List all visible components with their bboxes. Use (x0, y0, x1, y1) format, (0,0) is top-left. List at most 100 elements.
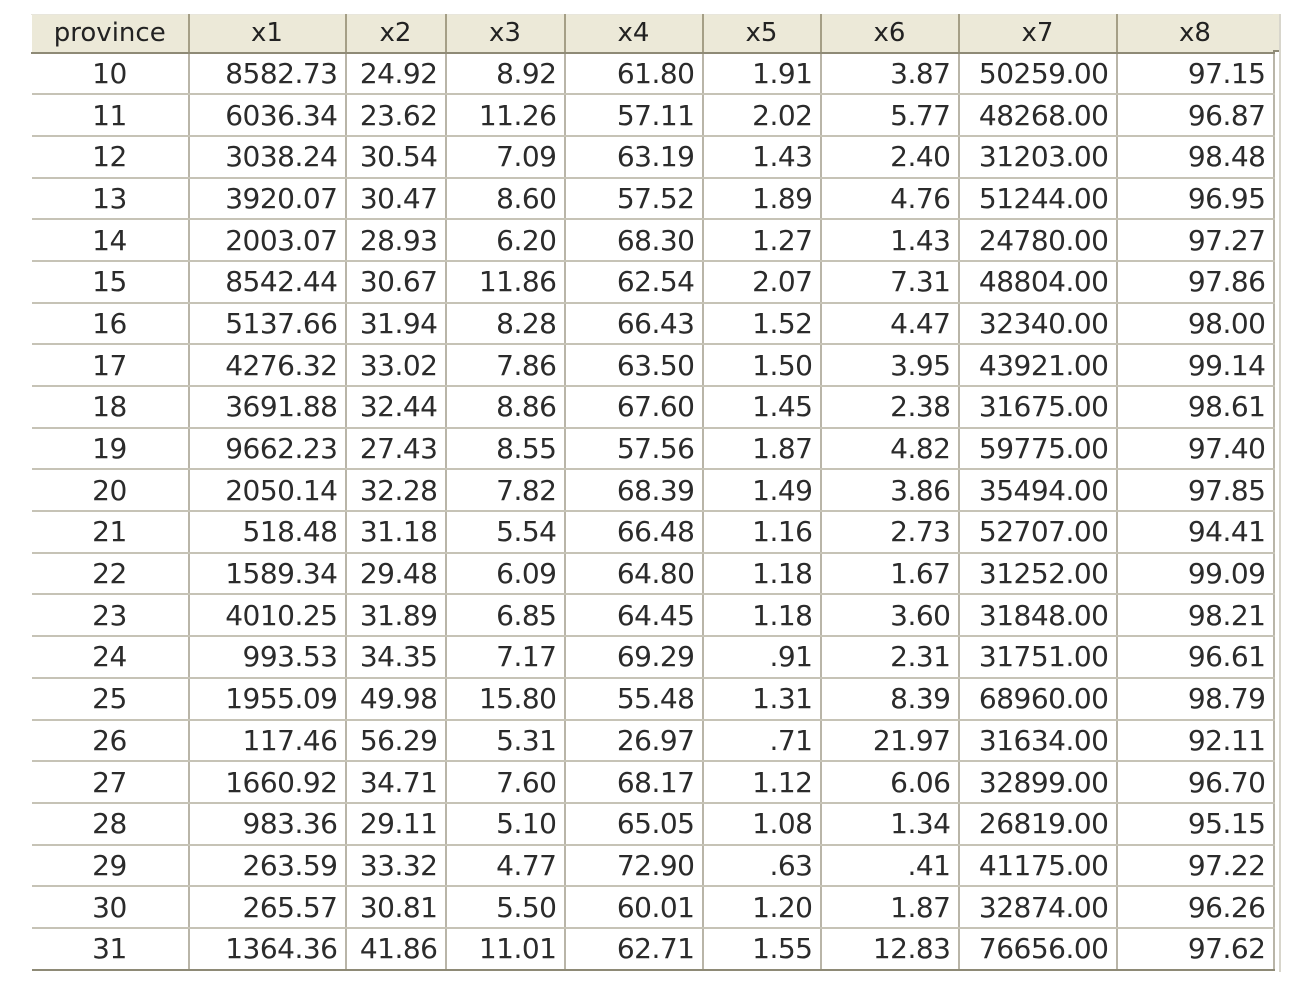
cell-x6[interactable]: 1.87 (820, 886, 960, 929)
cell-x3[interactable]: 11.26 (445, 94, 566, 137)
column-header-x7[interactable]: x7 (958, 14, 1118, 54)
cell-x2[interactable]: 27.43 (345, 427, 447, 471)
cell-x4[interactable]: 72.90 (564, 844, 704, 888)
cell-x5[interactable]: 1.12 (702, 761, 822, 804)
cell-x3[interactable]: 8.55 (445, 427, 566, 471)
cell-x4[interactable]: 57.56 (564, 427, 704, 471)
cell-x2[interactable]: 33.32 (345, 844, 447, 888)
cell-x7[interactable]: 24780.00 (958, 219, 1118, 262)
cell-province[interactable]: 17 (31, 344, 190, 387)
cell-x7[interactable]: 31634.00 (958, 719, 1118, 763)
cell-x3[interactable]: 8.28 (445, 302, 566, 346)
cell-x4[interactable]: 63.50 (564, 344, 704, 387)
column-header-x3[interactable]: x3 (445, 14, 566, 54)
cell-x7[interactable]: 32340.00 (958, 302, 1118, 346)
cell-province[interactable]: 10 (31, 52, 190, 96)
cell-x7[interactable]: 35494.00 (958, 469, 1118, 513)
cell-province[interactable]: 21 (31, 511, 190, 554)
cell-x5[interactable]: .91 (702, 636, 822, 679)
cell-x3[interactable]: 7.82 (445, 469, 566, 513)
cell-x8[interactable]: 95.15 (1116, 802, 1275, 846)
cell-x1[interactable]: 2003.07 (188, 219, 347, 262)
cell-x5[interactable]: 1.20 (702, 886, 822, 929)
cell-province[interactable]: 11 (31, 94, 190, 137)
cell-x2[interactable]: 23.62 (345, 94, 447, 137)
cell-x7[interactable]: 52707.00 (958, 511, 1118, 554)
cell-x4[interactable]: 67.60 (564, 386, 704, 429)
cell-x5[interactable]: 2.07 (702, 260, 822, 304)
cell-x2[interactable]: 28.93 (345, 219, 447, 262)
column-header-x1[interactable]: x1 (188, 14, 347, 54)
cell-x4[interactable]: 65.05 (564, 802, 704, 846)
cell-x6[interactable]: 4.47 (820, 302, 960, 346)
cell-province[interactable]: 29 (31, 844, 190, 888)
cell-x5[interactable]: 1.45 (702, 386, 822, 429)
cell-x4[interactable]: 68.39 (564, 469, 704, 513)
cell-x7[interactable]: 43921.00 (958, 344, 1118, 387)
cell-x8[interactable]: 96.26 (1116, 886, 1275, 929)
cell-x1[interactable]: 117.46 (188, 719, 347, 763)
cell-x1[interactable]: 1955.09 (188, 677, 347, 721)
cell-x1[interactable]: 265.57 (188, 886, 347, 929)
cell-x5[interactable]: 1.55 (702, 927, 822, 971)
column-header-province[interactable]: province (31, 14, 190, 54)
cell-x5[interactable]: 1.08 (702, 802, 822, 846)
cell-province[interactable]: 30 (31, 886, 190, 929)
cell-province[interactable]: 27 (31, 761, 190, 804)
cell-x5[interactable]: 1.16 (702, 511, 822, 554)
cell-province[interactable]: 20 (31, 469, 190, 513)
cell-x2[interactable]: 31.18 (345, 511, 447, 554)
cell-x8[interactable]: 97.86 (1116, 260, 1275, 304)
cell-x5[interactable]: 1.52 (702, 302, 822, 346)
cell-x4[interactable]: 60.01 (564, 886, 704, 929)
cell-x7[interactable]: 32874.00 (958, 886, 1118, 929)
cell-x3[interactable]: 7.09 (445, 135, 566, 179)
cell-x8[interactable]: 96.95 (1116, 177, 1275, 221)
cell-x3[interactable]: 6.09 (445, 552, 566, 596)
cell-x2[interactable]: 33.02 (345, 344, 447, 387)
cell-x6[interactable]: 21.97 (820, 719, 960, 763)
cell-x8[interactable]: 97.27 (1116, 219, 1275, 262)
cell-x7[interactable]: 31203.00 (958, 135, 1118, 179)
cell-x3[interactable]: 15.80 (445, 677, 566, 721)
cell-x2[interactable]: 34.71 (345, 761, 447, 804)
cell-province[interactable]: 16 (31, 302, 190, 346)
cell-x5[interactable]: 1.91 (702, 52, 822, 96)
cell-x5[interactable]: 1.18 (702, 552, 822, 596)
cell-x6[interactable]: 1.67 (820, 552, 960, 596)
cell-province[interactable]: 23 (31, 594, 190, 638)
cell-x8[interactable]: 94.41 (1116, 511, 1275, 554)
cell-x6[interactable]: 8.39 (820, 677, 960, 721)
cell-x8[interactable]: 98.21 (1116, 594, 1275, 638)
cell-x2[interactable]: 49.98 (345, 677, 447, 721)
cell-x6[interactable]: 6.06 (820, 761, 960, 804)
cell-x6[interactable]: 2.38 (820, 386, 960, 429)
cell-x1[interactable]: 5137.66 (188, 302, 347, 346)
cell-x8[interactable]: 97.15 (1116, 52, 1275, 96)
cell-x1[interactable]: 983.36 (188, 802, 347, 846)
cell-x1[interactable]: 4276.32 (188, 344, 347, 387)
cell-province[interactable]: 25 (31, 677, 190, 721)
cell-x8[interactable]: 98.48 (1116, 135, 1275, 179)
cell-province[interactable]: 24 (31, 636, 190, 679)
cell-x8[interactable]: 96.61 (1116, 636, 1275, 679)
cell-x8[interactable]: 99.14 (1116, 344, 1275, 387)
cell-x7[interactable]: 48268.00 (958, 94, 1118, 137)
cell-x1[interactable]: 8582.73 (188, 52, 347, 96)
cell-x3[interactable]: 5.54 (445, 511, 566, 554)
cell-x7[interactable]: 32899.00 (958, 761, 1118, 804)
cell-province[interactable]: 19 (31, 427, 190, 471)
column-header-x6[interactable]: x6 (820, 14, 960, 54)
cell-x5[interactable]: 1.49 (702, 469, 822, 513)
cell-x6[interactable]: 4.82 (820, 427, 960, 471)
cell-x6[interactable]: 3.95 (820, 344, 960, 387)
cell-x2[interactable]: 30.67 (345, 260, 447, 304)
cell-x6[interactable]: 5.77 (820, 94, 960, 137)
cell-x5[interactable]: .63 (702, 844, 822, 888)
cell-x2[interactable]: 30.47 (345, 177, 447, 221)
cell-x1[interactable]: 993.53 (188, 636, 347, 679)
cell-x2[interactable]: 29.11 (345, 802, 447, 846)
cell-x2[interactable]: 32.28 (345, 469, 447, 513)
cell-x6[interactable]: 3.60 (820, 594, 960, 638)
cell-x2[interactable]: 24.92 (345, 52, 447, 96)
